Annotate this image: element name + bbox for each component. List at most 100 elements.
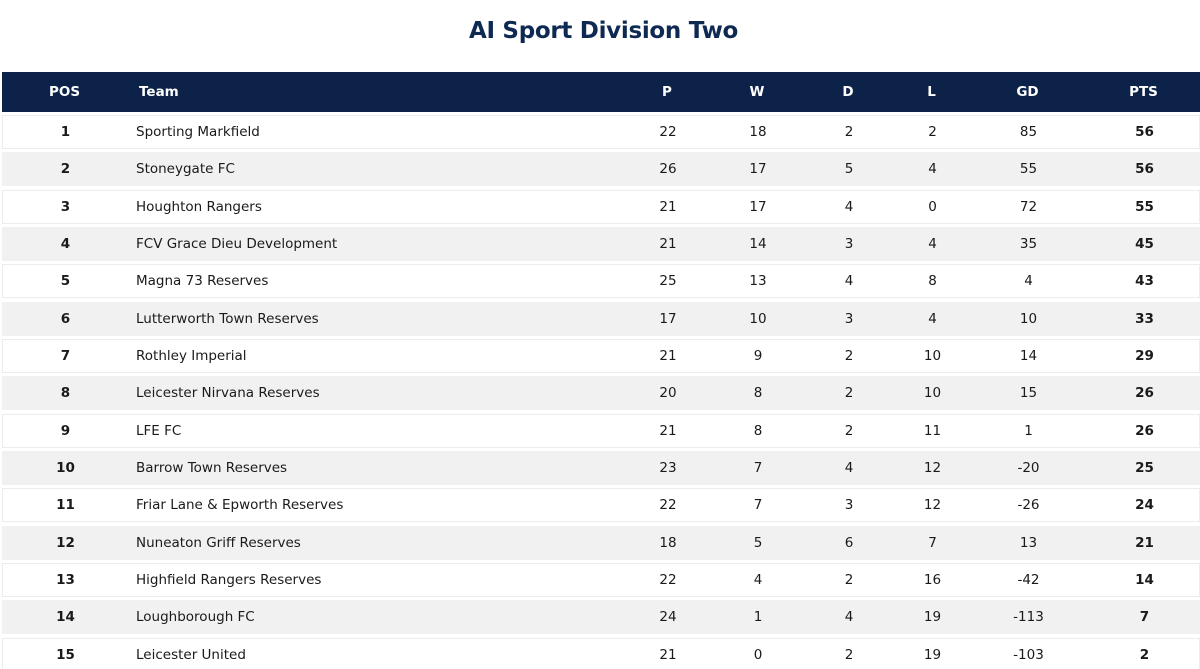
cell-team[interactable]: Stoneygate FC (136, 161, 235, 178)
cell-won: 4 (753, 572, 763, 589)
table-row[interactable]: 4 FCV Grace Dieu Development 21 14 3 4 35 45 (2, 227, 1200, 262)
cell-team[interactable]: Leicester United (136, 646, 246, 663)
cell-lost: 19 (923, 646, 942, 663)
cell-team[interactable]: Magna 73 Reserves (136, 273, 269, 290)
table-row[interactable]: 10 Barrow Town Reserves 23 7 4 12 -20 25 (2, 451, 1200, 486)
cell-pos: 14 (56, 609, 75, 626)
header-lost[interactable]: L (927, 84, 936, 100)
table-row[interactable]: 5 Magna 73 Reserves 25 13 4 8 4 43 (2, 264, 1200, 299)
header-drawn[interactable]: D (842, 84, 854, 100)
cell-goal-difference: 13 (1019, 534, 1038, 551)
cell-won: 10 (749, 310, 767, 327)
header-pos[interactable]: POS (48, 84, 81, 100)
cell-won: 7 (753, 460, 763, 477)
table-row[interactable]: 1 Sporting Markfield 22 18 2 2 85 56 (2, 115, 1200, 149)
table-row[interactable]: 12 Nuneaton Griff Reserves 18 5 6 7 13 21 (2, 525, 1200, 560)
cell-points: 25 (1135, 460, 1154, 477)
cell-played: 20 (659, 385, 677, 402)
header-goal-difference[interactable]: GD (1016, 84, 1039, 100)
cell-team[interactable]: Rothley Imperial (136, 348, 247, 365)
cell-goal-difference: 4 (1024, 273, 1033, 290)
cell-played: 26 (659, 161, 677, 178)
league-table: POS Team P W D L GD PTS 1 Sporting Markfi… (2, 72, 1200, 669)
header-played[interactable]: P (662, 84, 672, 100)
cell-drawn: 4 (844, 609, 854, 626)
header-team[interactable]: Team (139, 84, 179, 100)
page-title: AI Sport Division Two (468, 18, 739, 44)
cell-team[interactable]: Lutterworth Town Reserves (136, 310, 319, 327)
cell-lost: 0 (928, 198, 937, 215)
cell-team[interactable]: FCV Grace Dieu Development (136, 236, 338, 253)
table-row[interactable]: 8 Leicester Nirvana Reserves 20 8 2 10 15 26 (2, 376, 1200, 411)
cell-points: 43 (1135, 273, 1154, 290)
cell-goal-difference: 85 (1019, 124, 1038, 140)
cell-played: 21 (659, 646, 677, 663)
cell-goal-difference: 14 (1019, 348, 1038, 365)
table-row[interactable]: 14 Loughborough FC 24 1 4 19 -113 7 (2, 600, 1200, 635)
cell-played: 22 (659, 572, 677, 589)
header-won[interactable]: W (749, 84, 765, 100)
cell-drawn: 5 (844, 161, 854, 178)
cell-lost: 2 (928, 124, 937, 140)
table-row[interactable]: 2 Stoneygate FC 26 17 5 4 55 56 (2, 152, 1200, 187)
cell-won: 9 (753, 348, 763, 365)
cell-lost: 12 (923, 497, 942, 514)
cell-team[interactable]: Nuneaton Griff Reserves (136, 534, 301, 551)
cell-pos: 2 (60, 161, 71, 178)
cell-goal-difference: -20 (1017, 460, 1040, 477)
cell-points: 26 (1135, 422, 1154, 439)
cell-points: 45 (1135, 236, 1154, 253)
cell-team[interactable]: Friar Lane & Epworth Reserves (136, 497, 344, 514)
cell-points: 33 (1135, 310, 1154, 327)
cell-lost: 10 (923, 348, 942, 365)
table-row[interactable]: 15 Leicester United 21 0 2 19 -103 2 (2, 637, 1200, 669)
cell-won: 8 (753, 385, 763, 402)
cell-drawn: 2 (844, 572, 854, 589)
table-row[interactable]: 3 Houghton Rangers 21 17 4 0 72 55 (2, 189, 1200, 224)
cell-won: 14 (749, 236, 767, 253)
cell-pos: 13 (56, 572, 75, 589)
cell-pos: 1 (60, 124, 71, 140)
cell-lost: 4 (928, 310, 937, 327)
cell-team[interactable]: Leicester Nirvana Reserves (136, 385, 320, 402)
table-row[interactable]: 13 Highfield Rangers Reserves 22 4 2 16 -42 14 (2, 563, 1200, 598)
cell-goal-difference: -26 (1017, 497, 1040, 514)
cell-points: 7 (1139, 609, 1150, 626)
cell-team[interactable]: Loughborough FC (136, 609, 255, 626)
cell-played: 22 (659, 124, 677, 140)
table-row[interactable]: 9 LFE FC 21 8 2 11 1 26 (2, 413, 1200, 448)
cell-points: 26 (1135, 385, 1154, 402)
cell-team[interactable]: Barrow Town Reserves (136, 460, 288, 477)
cell-drawn: 2 (844, 422, 854, 439)
cell-pos: 4 (60, 236, 71, 253)
table-row[interactable]: 6 Lutterworth Town Reserves 17 10 3 4 10 33 (2, 301, 1200, 336)
cell-points: 21 (1135, 534, 1154, 551)
cell-lost: 12 (923, 460, 942, 477)
cell-goal-difference: 72 (1019, 198, 1038, 215)
cell-drawn: 6 (844, 534, 854, 551)
cell-won: 5 (753, 534, 763, 551)
cell-played: 23 (659, 460, 677, 477)
cell-lost: 11 (923, 422, 942, 439)
cell-lost: 16 (923, 572, 942, 589)
cell-drawn: 2 (844, 124, 854, 140)
cell-won: 17 (749, 198, 767, 215)
cell-won: 7 (753, 497, 763, 514)
table-row[interactable]: 7 Rothley Imperial 21 9 2 10 14 29 (2, 339, 1200, 374)
cell-points: 14 (1135, 572, 1154, 589)
cell-team[interactable]: Houghton Rangers (136, 198, 262, 215)
cell-team[interactable]: Sporting Markfield (136, 124, 260, 140)
cell-drawn: 3 (844, 236, 854, 253)
cell-team[interactable]: Highfield Rangers Reserves (136, 572, 322, 589)
cell-played: 25 (659, 273, 677, 290)
cell-drawn: 2 (844, 646, 854, 663)
cell-points: 55 (1135, 198, 1154, 215)
cell-drawn: 2 (844, 348, 854, 365)
table-body: 1 Sporting Markfield 22 18 2 2 85 56 2 Stoneygate… (2, 115, 1200, 669)
header-points[interactable]: PTS (1129, 84, 1158, 100)
cell-team[interactable]: LFE FC (136, 422, 182, 439)
cell-pos: 12 (56, 534, 75, 551)
cell-lost: 8 (928, 273, 937, 290)
table-row[interactable]: 11 Friar Lane & Epworth Reserves 22 7 3 12 -26… (2, 488, 1200, 523)
